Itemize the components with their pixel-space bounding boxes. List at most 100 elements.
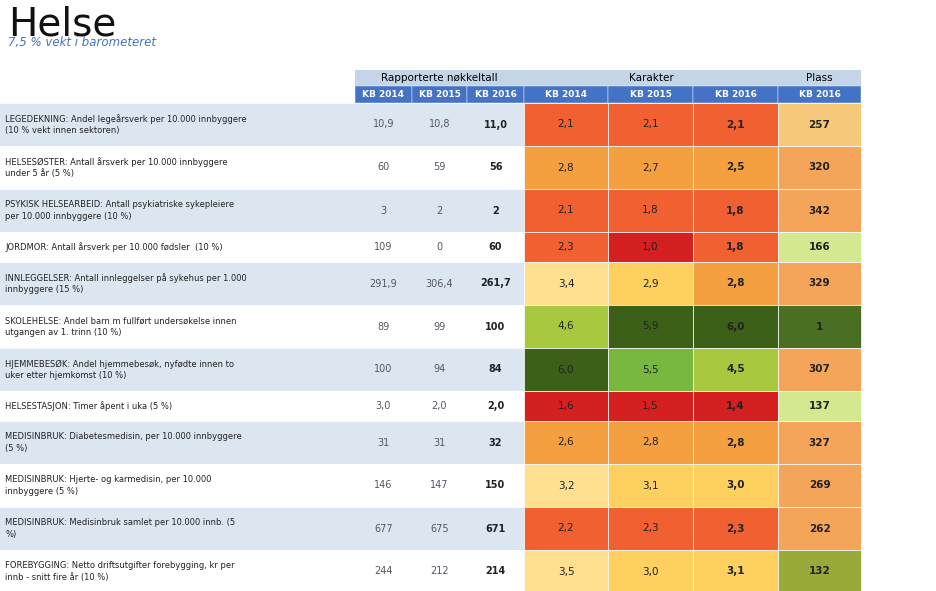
Text: 1,4: 1,4 (726, 401, 745, 411)
Text: 31: 31 (433, 437, 446, 447)
Text: 1,8: 1,8 (726, 206, 745, 216)
Text: 1,6: 1,6 (558, 401, 575, 411)
Text: Rapporterte nøkkeltall: Rapporterte nøkkeltall (381, 73, 498, 83)
Bar (355, 70, 524, 86)
Text: 2,6: 2,6 (558, 437, 575, 447)
Text: INNLEGGELSER: Antall innleggelser på sykehus per 1.000
innbyggere (15 %): INNLEGGELSER: Antall innleggelser på syk… (5, 273, 247, 294)
Bar (0, 464, 524, 507)
Text: 3,1: 3,1 (726, 567, 745, 576)
Text: 2,3: 2,3 (558, 242, 575, 252)
Text: Helse: Helse (8, 5, 116, 43)
Text: 244: 244 (374, 567, 393, 576)
Bar (524, 232, 608, 262)
Bar (778, 70, 861, 86)
Bar (608, 86, 693, 103)
Text: 320: 320 (809, 163, 830, 173)
Bar (778, 550, 861, 591)
Text: 2,8: 2,8 (642, 437, 659, 447)
Bar (608, 189, 693, 232)
Bar (693, 305, 778, 348)
Bar (0, 262, 524, 305)
Text: KB 2016: KB 2016 (475, 90, 517, 99)
Text: 3,1: 3,1 (642, 480, 659, 491)
Bar (778, 262, 861, 305)
Text: HJEMMEBESØK: Andel hjemmebesøk, nyfødte innen to
uker etter hjemkomst (10 %): HJEMMEBESØK: Andel hjemmebesøk, nyfødte … (5, 359, 234, 379)
Text: 2,9: 2,9 (642, 278, 659, 288)
Bar (0, 507, 524, 550)
Text: 2,1: 2,1 (558, 119, 575, 129)
Bar (524, 70, 778, 86)
Text: 675: 675 (431, 524, 449, 534)
Bar (693, 262, 778, 305)
Bar (693, 391, 778, 421)
Text: KB 2015: KB 2015 (418, 90, 461, 99)
Text: MEDISINBRUK: Hjerte- og karmedisin, per 10.000
innbyggere (5 %): MEDISINBRUK: Hjerte- og karmedisin, per … (5, 475, 212, 495)
Bar (778, 86, 861, 103)
Bar (778, 305, 861, 348)
Text: KB 2016: KB 2016 (798, 90, 841, 99)
Bar (524, 86, 608, 103)
Text: 2,3: 2,3 (726, 524, 745, 534)
Bar (0, 146, 524, 189)
Text: 1,8: 1,8 (642, 206, 659, 216)
Text: 60: 60 (377, 163, 389, 173)
Text: 56: 56 (489, 163, 503, 173)
Text: 32: 32 (489, 437, 503, 447)
Text: HELSESØSTER: Antall årsverk per 10.000 innbyggere
under 5 år (5 %): HELSESØSTER: Antall årsverk per 10.000 i… (5, 157, 227, 178)
Text: 2,8: 2,8 (726, 278, 745, 288)
Bar (0, 550, 524, 591)
Text: 31: 31 (377, 437, 389, 447)
Bar (778, 103, 861, 146)
Bar (0, 189, 524, 232)
Bar (0, 103, 524, 146)
Text: 677: 677 (374, 524, 393, 534)
Bar (524, 348, 608, 391)
Bar (0, 348, 524, 391)
Bar (608, 348, 693, 391)
Text: 2,3: 2,3 (642, 524, 659, 534)
Text: 5,5: 5,5 (642, 365, 659, 375)
Text: 166: 166 (809, 242, 830, 252)
Text: 99: 99 (433, 322, 446, 332)
Text: JORDMOR: Antall årsverk per 10.000 fødsler  (10 %): JORDMOR: Antall årsverk per 10.000 fødsl… (5, 242, 223, 252)
Bar (0, 391, 524, 421)
Text: 2,8: 2,8 (726, 437, 745, 447)
Text: 7,5 % vekt i barometeret: 7,5 % vekt i barometeret (8, 36, 156, 49)
Text: 307: 307 (809, 365, 830, 375)
Bar (693, 507, 778, 550)
Bar (608, 421, 693, 464)
Bar (524, 550, 608, 591)
Text: 11,0: 11,0 (484, 119, 507, 129)
Bar (693, 464, 778, 507)
Text: SKOLEHELSE: Andel barn m fullført undersøkelse innen
utgangen av 1. trinn (10 %): SKOLEHELSE: Andel barn m fullført unders… (5, 316, 237, 336)
Text: 2: 2 (436, 206, 443, 216)
Text: 94: 94 (433, 365, 446, 375)
Text: 1,0: 1,0 (642, 242, 659, 252)
Text: 3: 3 (380, 206, 387, 216)
Text: 10,8: 10,8 (429, 119, 450, 129)
Text: 261,7: 261,7 (480, 278, 511, 288)
Text: 2,1: 2,1 (642, 119, 659, 129)
Bar (608, 232, 693, 262)
Text: 306,4: 306,4 (426, 278, 453, 288)
Bar (608, 146, 693, 189)
Bar (608, 550, 693, 591)
Bar (608, 305, 693, 348)
Bar (693, 86, 778, 103)
Text: 4,5: 4,5 (726, 365, 745, 375)
Text: 146: 146 (374, 480, 393, 491)
Text: MEDISINBRUK: Diabetesmedisin, per 10.000 innbyggere
(5 %): MEDISINBRUK: Diabetesmedisin, per 10.000… (5, 433, 241, 453)
Text: 6,0: 6,0 (726, 322, 745, 332)
Bar (0, 421, 524, 464)
Bar (778, 421, 861, 464)
Bar (778, 189, 861, 232)
Text: 269: 269 (809, 480, 830, 491)
Text: 89: 89 (377, 322, 389, 332)
Bar (524, 391, 608, 421)
Text: 329: 329 (809, 278, 830, 288)
Text: 2,5: 2,5 (726, 163, 745, 173)
Text: 2,8: 2,8 (558, 163, 575, 173)
Text: KB 2014: KB 2014 (362, 90, 404, 99)
Bar (778, 464, 861, 507)
Text: MEDISINBRUK: Medisinbruk samlet per 10.000 innb. (5
%): MEDISINBRUK: Medisinbruk samlet per 10.0… (5, 518, 235, 538)
